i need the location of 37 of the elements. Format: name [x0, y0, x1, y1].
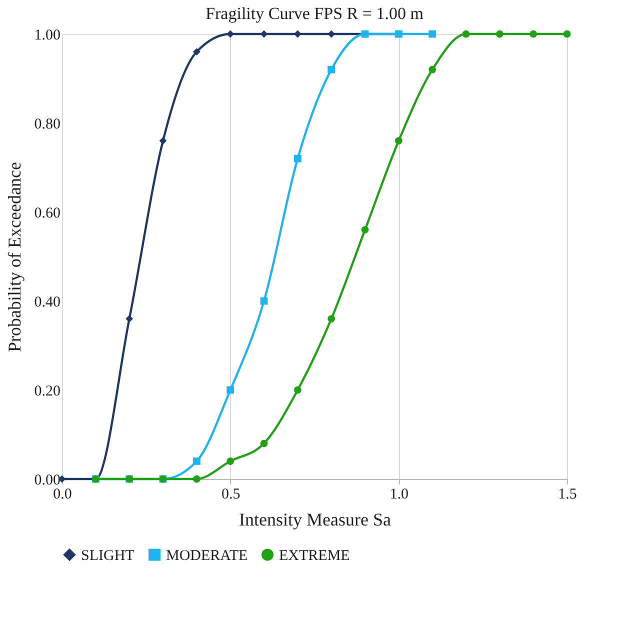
point	[563, 30, 571, 38]
y-tick-label: 0.80	[34, 116, 60, 132]
chart-title: Fragility Curve FPS R = 1.00 m	[206, 4, 424, 23]
point	[394, 137, 402, 144]
point	[462, 30, 470, 38]
x-tick-label: 0.0	[53, 486, 72, 502]
point	[428, 30, 436, 38]
y-tick-label: 0.60	[34, 206, 60, 222]
x-tick-label: 1.5	[558, 486, 577, 502]
y-tick-label: 1.00	[34, 28, 60, 44]
legend-label: SLIGHT	[81, 548, 134, 564]
point	[192, 457, 200, 465]
point	[226, 458, 234, 465]
legend-label: MODERATE	[166, 548, 248, 564]
point	[328, 66, 336, 74]
y-tick-label: 0.40	[34, 294, 60, 310]
point	[226, 386, 234, 394]
point	[192, 475, 200, 483]
point	[496, 30, 504, 38]
point	[328, 315, 336, 322]
point	[159, 137, 167, 145]
point	[530, 30, 538, 38]
point	[192, 48, 200, 56]
point	[361, 226, 369, 234]
point	[428, 66, 436, 74]
point	[294, 154, 302, 162]
x-axis-title: Intensity Measure Sa	[239, 510, 391, 530]
x-tick-label: 0.5	[221, 486, 240, 502]
y-axis-title: Probability of Exceedance	[4, 162, 24, 352]
point	[260, 440, 268, 448]
x-tick-label: 1.0	[390, 486, 409, 502]
legend-label: EXTREME	[279, 548, 350, 564]
point	[260, 30, 268, 38]
point	[126, 315, 134, 323]
y-tick-label: 0.20	[34, 384, 60, 400]
point	[294, 386, 302, 394]
y-tick-label: 0.00	[34, 472, 60, 488]
